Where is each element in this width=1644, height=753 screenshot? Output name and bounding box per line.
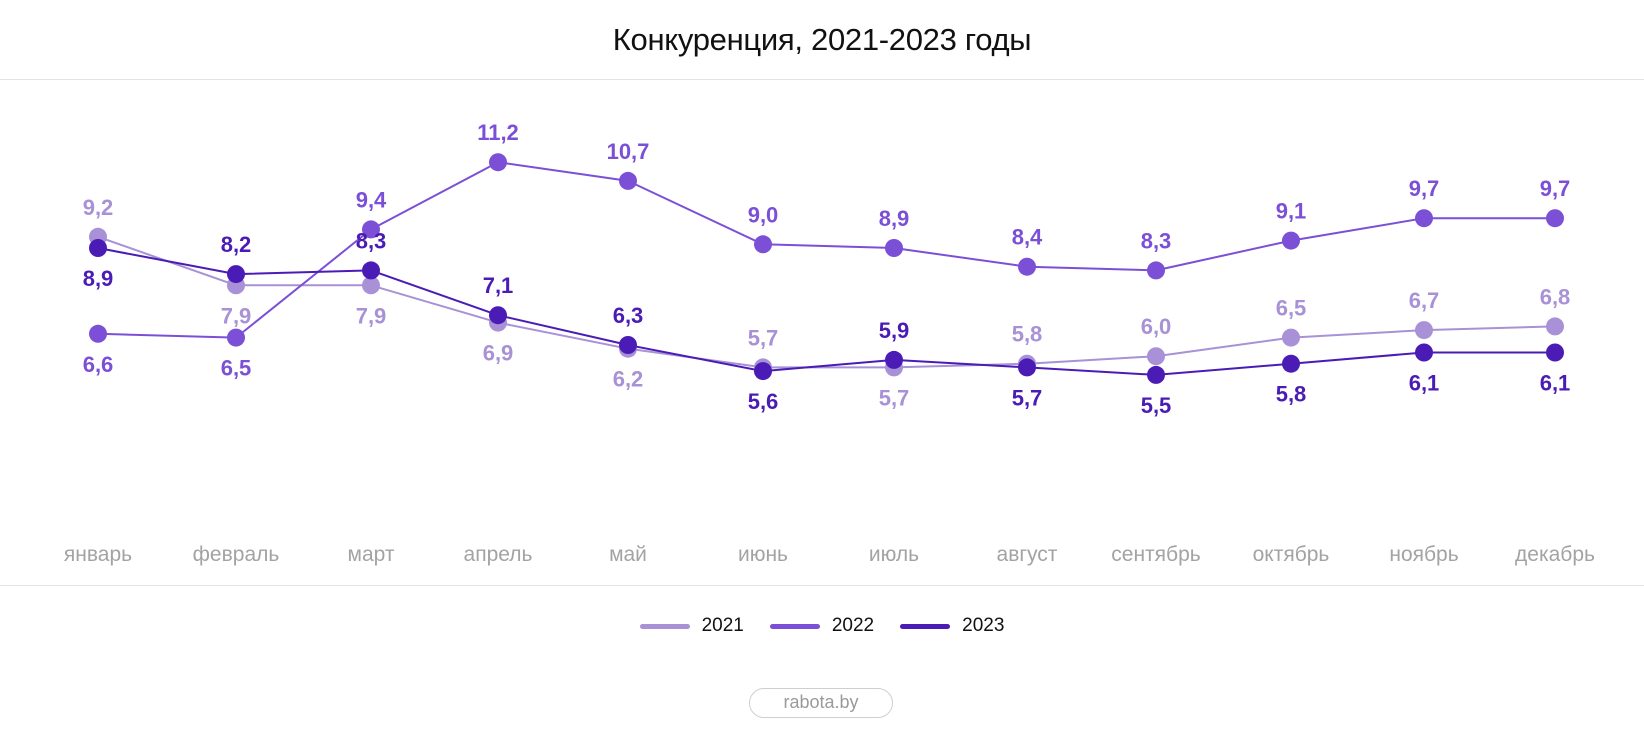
legend-item-2022: 2022	[769, 615, 875, 637]
data-label-2023: 8,9	[83, 266, 114, 291]
data-point-2023	[619, 336, 637, 354]
data-point-2023	[227, 265, 245, 284]
data-label-2023: 5,9	[879, 318, 910, 343]
data-point-2022	[1018, 257, 1036, 276]
data-point-2022	[1415, 209, 1433, 228]
legend-label-2022: 2022	[831, 615, 875, 636]
data-label-2022: 6,6	[83, 352, 114, 377]
data-label-2023: 6,1	[1540, 371, 1571, 396]
data-point-2021	[1546, 317, 1564, 336]
data-label-2022: 9,7	[1409, 176, 1440, 201]
legend-swatch-2023	[900, 623, 951, 629]
data-point-2023	[362, 261, 380, 280]
legend-label-2021: 2021	[701, 615, 744, 636]
data-point-2023	[1282, 354, 1300, 373]
data-point-2021	[362, 276, 380, 295]
data-label-2022: 8,3	[1141, 228, 1172, 253]
data-point-2022	[754, 235, 772, 254]
legend-swatch-2021	[639, 623, 690, 629]
x-tick-label: январь	[64, 543, 132, 566]
data-point-2022	[489, 153, 507, 172]
x-tick-label: март	[348, 543, 395, 566]
data-label-2021: 6,9	[483, 341, 514, 366]
data-label-2021: 9,2	[83, 195, 114, 220]
data-point-2021	[1282, 328, 1300, 347]
data-label-2021: 6,0	[1141, 314, 1172, 339]
series-line-2021	[97, 235, 1556, 369]
data-label-2022: 10,7	[607, 139, 650, 164]
x-tick-label: февраль	[193, 543, 280, 566]
data-label-2023: 6,3	[613, 303, 644, 328]
data-label-2023: 5,7	[1012, 385, 1043, 410]
x-tick-label: май	[609, 543, 647, 566]
data-label-2021: 5,8	[1012, 322, 1043, 347]
data-label-2023: 6,1	[1409, 371, 1440, 396]
data-label-2023: 8,3	[356, 228, 387, 253]
data-label-2023: 5,5	[1141, 393, 1172, 418]
x-tick-label: апрель	[464, 543, 533, 566]
x-tick-label: ноябрь	[1389, 543, 1458, 566]
data-label-2021: 6,5	[1276, 296, 1307, 321]
source-badge[interactable]: rabota.by	[749, 688, 893, 718]
data-label-2022: 9,4	[356, 187, 387, 212]
data-label-2021: 5,7	[748, 325, 779, 350]
data-point-2022	[227, 328, 245, 347]
data-label-2022: 9,7	[1540, 176, 1571, 201]
legend-swatch-2022	[769, 623, 820, 629]
data-label-2021: 7,9	[221, 303, 252, 328]
data-label-2022: 11,2	[477, 120, 519, 145]
x-tick-label: октябрь	[1253, 543, 1330, 566]
series-line-2022	[97, 161, 1555, 339]
data-label-2022: 6,5	[221, 356, 252, 381]
line-chart: январь февраль март апрель май июнь июль август…	[64, 120, 1595, 566]
x-tick-label: август	[997, 543, 1058, 566]
chart-title: Конкуренция, 2021-2023 годы	[612, 22, 1032, 57]
data-point-2023	[489, 306, 507, 325]
data-label-2021: 6,2	[613, 367, 644, 392]
data-point-2021	[1415, 321, 1433, 340]
data-label-2021: 5,7	[879, 385, 910, 410]
data-point-2023	[1018, 358, 1036, 377]
data-point-2023	[1415, 343, 1433, 362]
data-point-2023	[1546, 343, 1564, 362]
data-label-2022: 9,0	[748, 202, 779, 227]
data-point-2021	[1147, 347, 1165, 366]
x-tick-label: июнь	[738, 543, 788, 566]
data-label-2023: 5,6	[748, 389, 779, 414]
data-point-2022	[1282, 231, 1300, 250]
title-divider	[0, 79, 1644, 80]
data-label-2023: 7,1	[483, 273, 514, 298]
data-point-2022	[1546, 209, 1564, 228]
data-point-2023	[754, 362, 772, 381]
data-label-2023: 8,2	[221, 232, 252, 257]
data-point-2022	[362, 220, 380, 239]
data-point-2023	[885, 350, 903, 369]
legend-item-2021: 2021	[639, 615, 744, 637]
legend: 2021 2022 2023	[0, 615, 1644, 637]
data-label-2023: 5,8	[1276, 382, 1307, 407]
x-tick-label: июль	[869, 543, 919, 566]
series-line-2023	[97, 247, 1555, 376]
data-point-2023	[89, 239, 107, 257]
legend-label-2023: 2023	[962, 615, 1005, 636]
x-tick-label: сентябрь	[1111, 543, 1200, 566]
axis-divider	[0, 585, 1644, 586]
x-tick-label: декабрь	[1515, 543, 1595, 566]
data-label-2022: 8,9	[879, 206, 910, 231]
data-point-2022	[89, 324, 107, 343]
data-label-2022: 9,1	[1276, 199, 1307, 224]
data-label-2021: 7,9	[356, 303, 387, 328]
data-point-2023	[1147, 365, 1165, 384]
data-label-2021: 6,7	[1409, 288, 1440, 313]
legend-item-2023: 2023	[900, 615, 1004, 637]
data-label-2022: 8,4	[1012, 225, 1043, 250]
data-point-2022	[1147, 261, 1165, 280]
data-label-2021: 6,8	[1540, 284, 1571, 309]
data-point-2022	[619, 171, 637, 190]
data-point-2022	[885, 239, 903, 257]
